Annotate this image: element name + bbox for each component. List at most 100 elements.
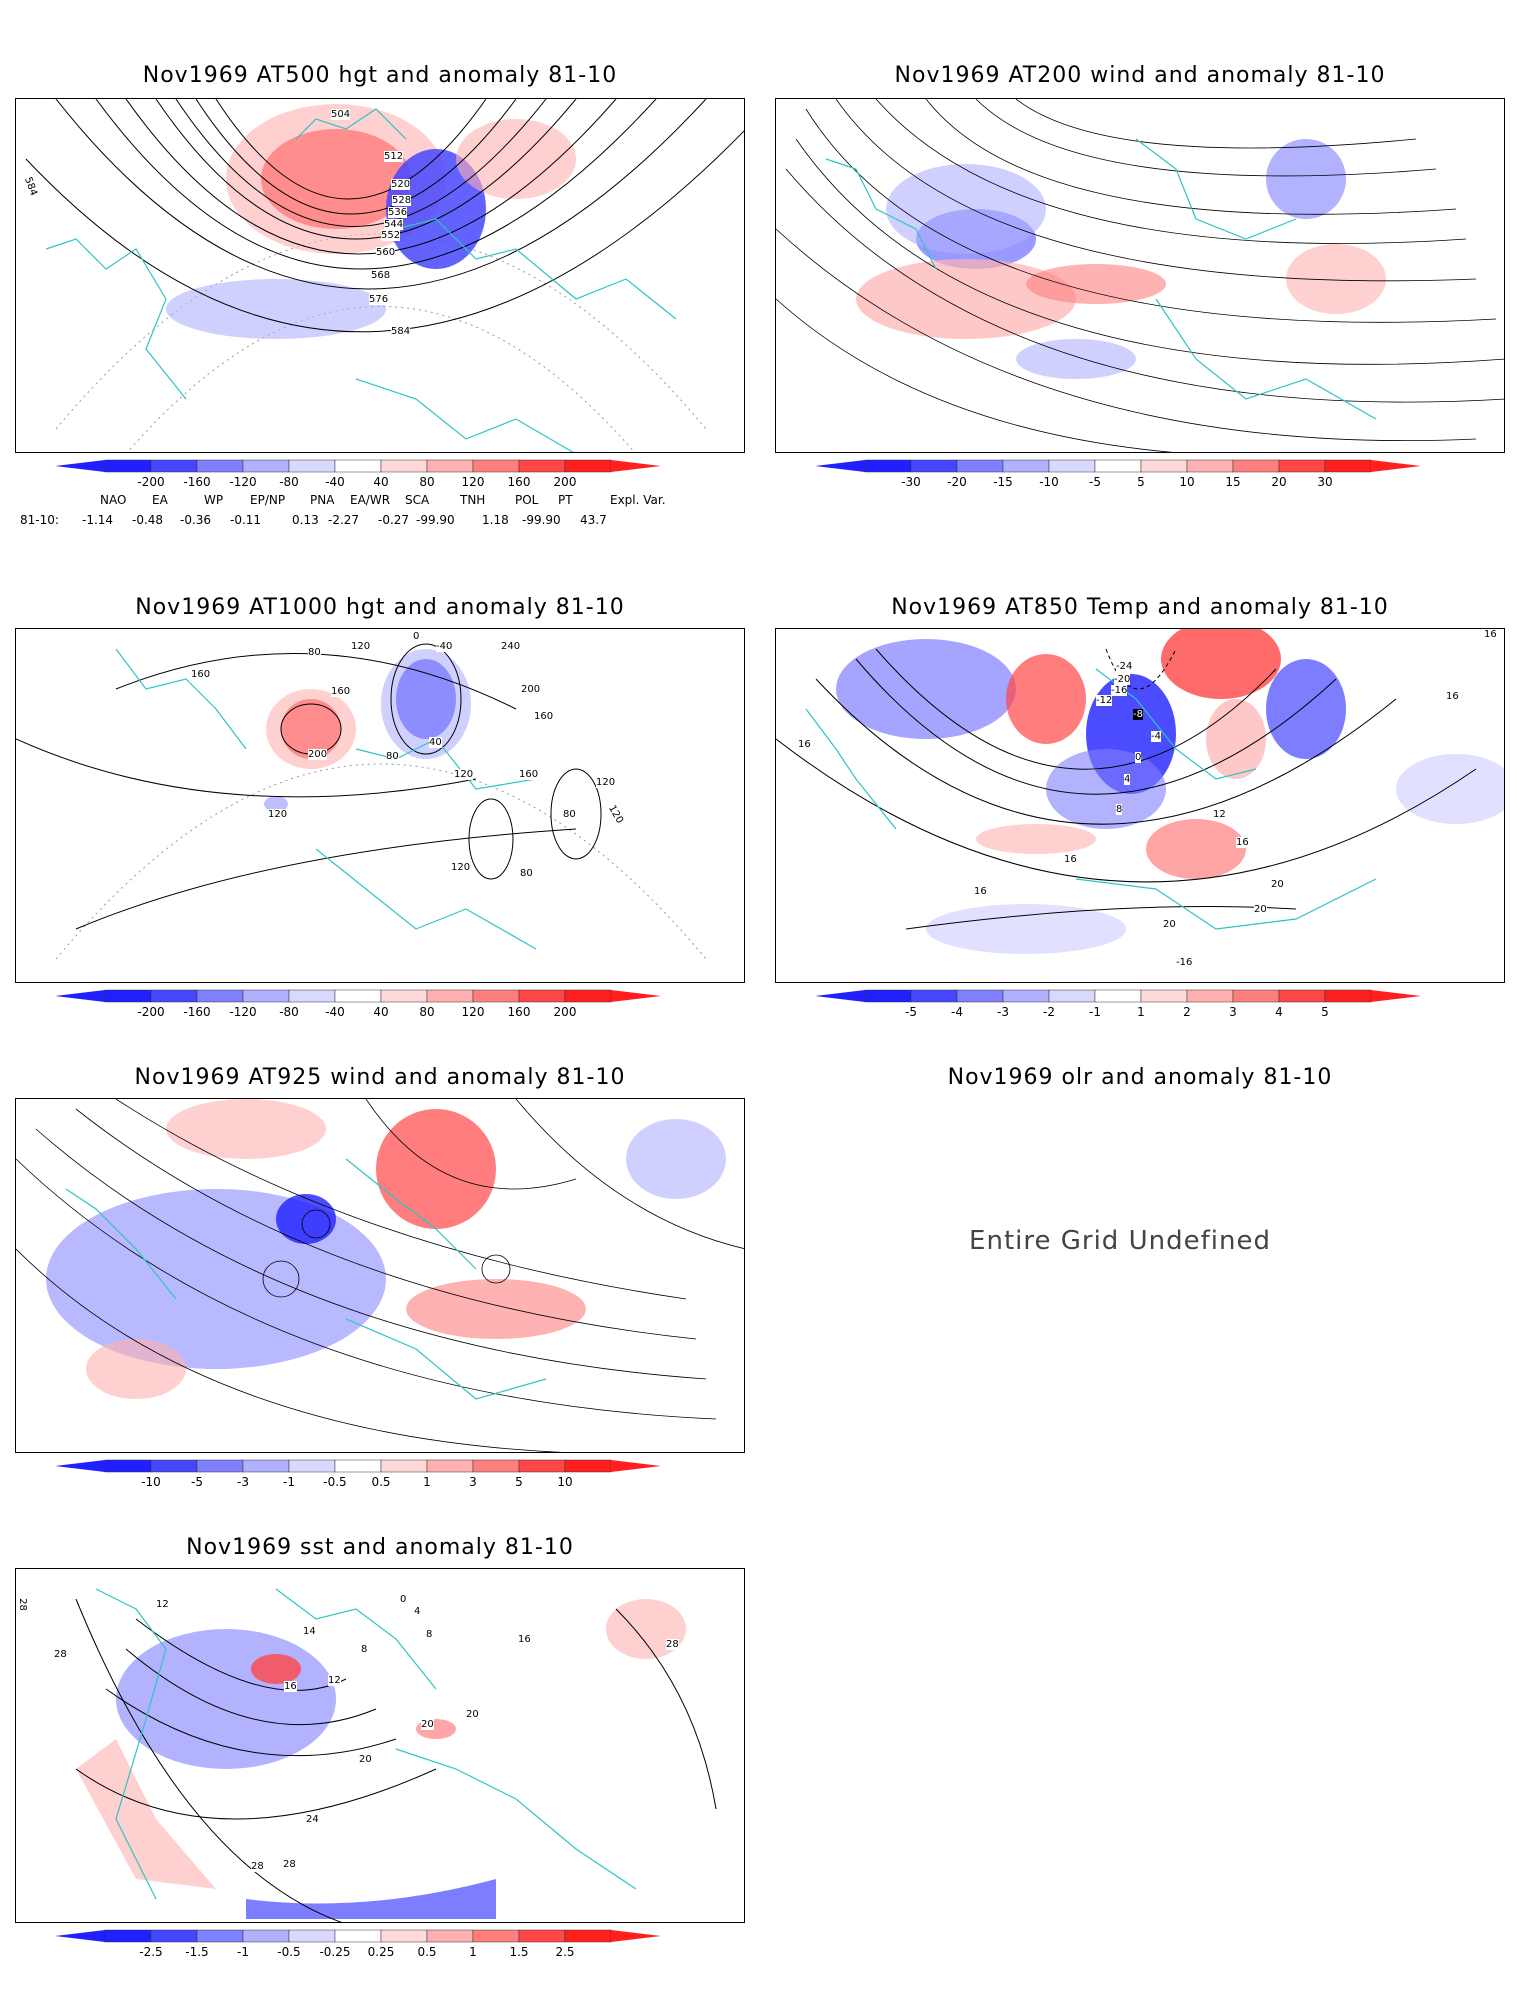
colorbar-swatch xyxy=(518,1929,566,1943)
colorbar-swatch xyxy=(518,459,566,473)
index-value: -0.48 xyxy=(132,513,164,527)
panel-title-at850: Nov1969 AT850 Temp and anomaly 81-10 xyxy=(891,595,1389,620)
colorbar-swatch xyxy=(242,989,290,1003)
positive-anomaly xyxy=(1006,654,1086,744)
contour-label: 0 xyxy=(1135,752,1142,763)
map-at850-svg xyxy=(776,629,1504,954)
colorbar-swatch xyxy=(1094,459,1142,473)
colorbar-tick-label: -5 xyxy=(191,1475,203,1489)
colorbar-tick-label: 10 xyxy=(557,1475,572,1489)
colorbar-tick-label: -160 xyxy=(183,1005,210,1019)
colorbar-tick-label: -40 xyxy=(325,475,345,489)
colorbar-at850-labels: -5 -4 -3 -2 -1 1 2 3 4 5 xyxy=(905,1005,1329,1019)
colorbar-swatch xyxy=(380,1459,428,1473)
colorbar-tick-label: -1 xyxy=(283,1475,295,1489)
colorbar-tick-label: 15 xyxy=(1225,475,1240,489)
colorbar-swatch xyxy=(150,1459,198,1473)
panel-title-at925: Nov1969 AT925 wind and anomaly 81-10 xyxy=(134,1065,626,1090)
negative-anomaly xyxy=(1016,339,1136,379)
contour-label: 120 xyxy=(451,862,471,873)
streamlines xyxy=(16,1099,744,1452)
contour-label: 20 xyxy=(1271,879,1284,890)
colorbar-sst-swatches xyxy=(55,1929,661,1943)
colorbar-at925: -10 -5 -3 -1 -0.5 0.5 1 3 5 10 xyxy=(55,1459,661,1489)
index-header: PNA xyxy=(310,493,335,507)
colorbar-tick-label: 5 xyxy=(1321,1005,1329,1019)
colorbar-tick-label: 80 xyxy=(419,475,434,489)
colorbar-swatch xyxy=(1048,459,1096,473)
colorbar-swatch xyxy=(380,989,428,1003)
colorbar-tick-label: 1 xyxy=(469,1945,477,1959)
colorbar-arrow-left xyxy=(55,990,105,1002)
colorbar-tick-label: 1 xyxy=(1137,1005,1145,1019)
colorbar-tick-label: -80 xyxy=(279,1005,299,1019)
colorbar-tick-label: 160 xyxy=(508,475,531,489)
contour-label: 560 xyxy=(376,247,396,258)
colorbar-swatch xyxy=(150,1929,198,1943)
index-value: -1.14 xyxy=(82,513,114,527)
colorbar-tick-label: -0.25 xyxy=(319,1945,350,1959)
colorbar-arrow-left xyxy=(55,460,105,472)
colorbar-tick-label: -2 xyxy=(1043,1005,1055,1019)
colorbar-swatch xyxy=(1186,989,1234,1003)
index-value: 1.18 xyxy=(482,513,509,527)
contour-label: 20 xyxy=(1254,904,1267,915)
colorbar-tick-label: 20 xyxy=(1271,475,1286,489)
contour-label: 4 xyxy=(414,1606,421,1617)
colorbar-swatch xyxy=(334,1929,382,1943)
latitude-circle xyxy=(127,306,635,452)
contour-label: -20 xyxy=(1114,674,1131,685)
colorbar-swatch xyxy=(910,989,958,1003)
contour-label: 120 xyxy=(351,641,371,652)
contour-label: 28 xyxy=(16,1598,28,1611)
colorbar-swatch xyxy=(956,459,1004,473)
streamlines xyxy=(776,99,1504,452)
colorbar-arrow-left xyxy=(815,460,865,472)
contour-label: -24 xyxy=(1116,661,1133,672)
colorbar-swatch xyxy=(426,989,474,1003)
colorbar-at925-labels: -10 -5 -3 -1 -0.5 0.5 1 3 5 10 xyxy=(141,1475,572,1489)
colorbar-swatch xyxy=(104,1929,152,1943)
colorbar-swatch xyxy=(564,1929,612,1943)
positive-anomaly-halo xyxy=(266,689,356,769)
negative-anomaly xyxy=(626,1119,726,1199)
positive-anomaly xyxy=(1026,264,1166,304)
colorbar-swatch xyxy=(104,989,152,1003)
colorbar-arrow-right xyxy=(611,460,661,472)
colorbar-tick-label: -5 xyxy=(1089,475,1101,489)
positive-anomaly xyxy=(1206,699,1266,779)
index-value: -0.27 xyxy=(378,513,410,527)
colorbar-tick-label: 2.5 xyxy=(555,1945,574,1959)
negative-anomaly xyxy=(1046,749,1166,829)
colorbar-swatch xyxy=(242,459,290,473)
colorbar-tick-label: -3 xyxy=(997,1005,1009,1019)
colorbar-tick-label: -80 xyxy=(279,475,299,489)
colorbar-swatch xyxy=(1278,989,1326,1003)
colorbar-tick-label: 40 xyxy=(373,475,388,489)
colorbar-swatch xyxy=(196,1459,244,1473)
positive-anomaly xyxy=(1286,244,1386,314)
colorbar-tick-label: -2.5 xyxy=(139,1945,162,1959)
contour-label: 200 xyxy=(521,684,541,695)
colorbar-sst-labels: -2.5 -1.5 -1 -0.5 -0.25 0.25 0.5 1 1.5 2.5 xyxy=(139,1945,574,1959)
contour-label: 4 xyxy=(1124,774,1131,785)
positive-anomaly xyxy=(456,119,576,199)
colorbar-swatch xyxy=(1324,989,1372,1003)
contour-label: 80 xyxy=(520,868,533,879)
colorbar-swatch xyxy=(196,989,244,1003)
colorbar-swatch xyxy=(1094,989,1142,1003)
negative-anomaly xyxy=(1266,659,1346,759)
colorbar-tick-label: -10 xyxy=(141,1475,161,1489)
colorbar-tick-label: 1 xyxy=(423,1475,431,1489)
contour-label: 20 xyxy=(421,1719,434,1730)
colorbar-swatch xyxy=(426,1459,474,1473)
colorbar-at200-swatches xyxy=(815,459,1421,473)
contour-label: 20 xyxy=(359,1754,372,1765)
colorbar-swatch xyxy=(1140,459,1188,473)
map-at850-temp: -24 -20 -16 -12 -8 -4 0 4 8 12 16 16 16 … xyxy=(775,628,1505,983)
colorbar-swatch xyxy=(150,989,198,1003)
positive-anomaly xyxy=(1146,819,1246,879)
colorbar-arrow-left xyxy=(55,1460,105,1472)
colorbar-at500: -200 -160 -120 -80 -40 40 80 120 160 200 xyxy=(55,459,661,489)
colorbar-tick-label: 200 xyxy=(554,475,577,489)
